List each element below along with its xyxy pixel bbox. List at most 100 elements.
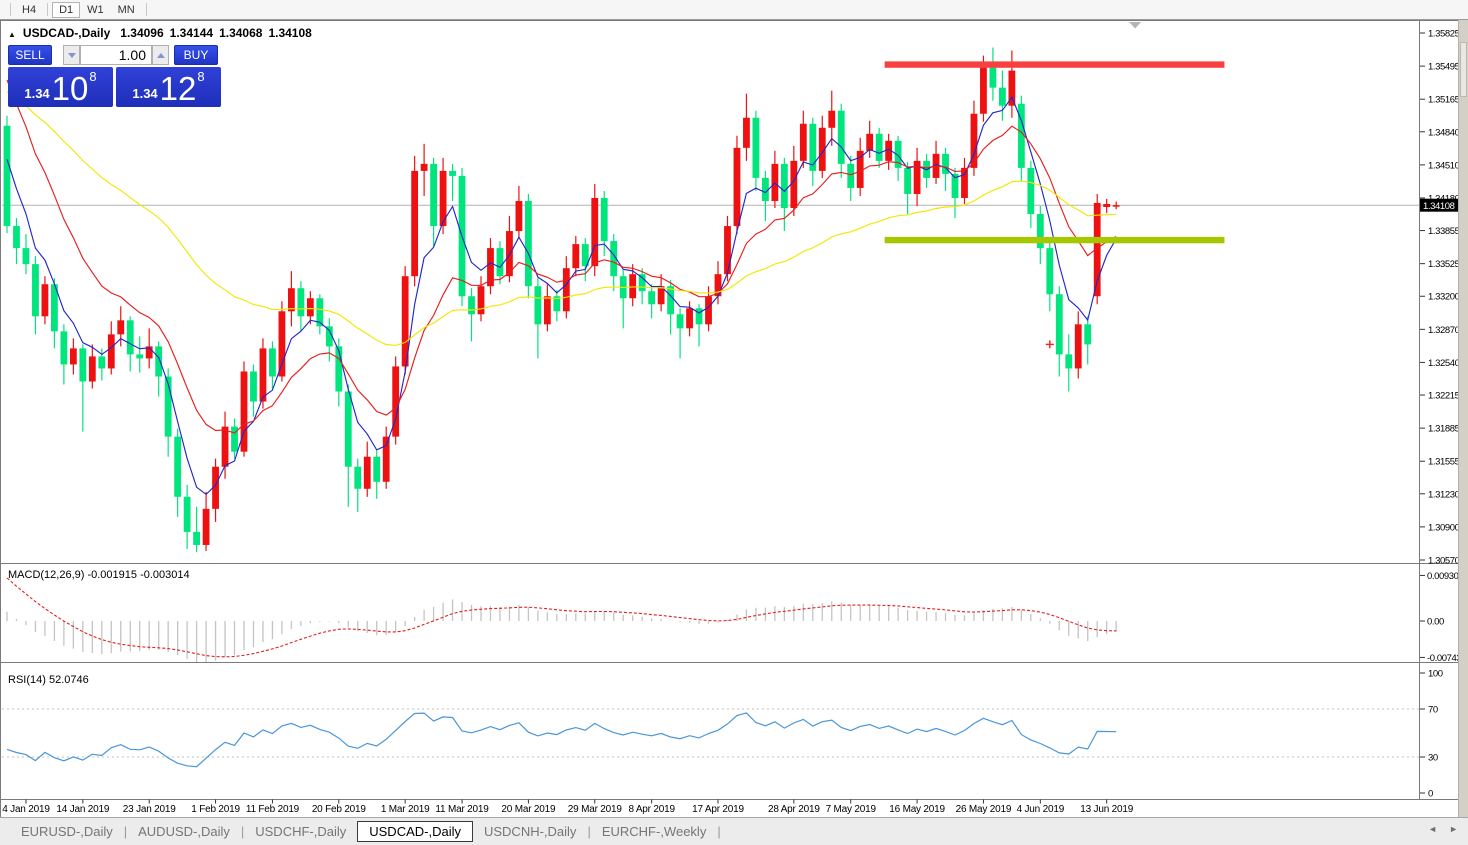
macd-tick-label: 0.009301 bbox=[1427, 571, 1464, 582]
candle-body bbox=[676, 314, 684, 329]
candle-body bbox=[145, 346, 153, 359]
symbol-name: USDCAD-,Daily bbox=[22, 26, 111, 40]
candle-body bbox=[610, 241, 618, 277]
chart-tab-usdcnh-daily[interactable]: USDCNH-,Daily bbox=[483, 824, 577, 839]
candle-body bbox=[430, 163, 437, 227]
date-tick-label: 29 Mar 2019 bbox=[568, 804, 623, 815]
price-axis[interactable]: 1.35825 1.35495 1.35165 1.34840 1.34510 1.341… bbox=[1420, 29, 1467, 800]
candle-body bbox=[1112, 205, 1120, 207]
tab-scroll-left-icon[interactable]: ◄ bbox=[1428, 824, 1438, 834]
main-price-panel[interactable] bbox=[2, 47, 1419, 552]
candle-body bbox=[648, 291, 656, 305]
date-tick-label: 20 Feb 2019 bbox=[312, 804, 367, 815]
candle-body bbox=[1008, 70, 1016, 106]
candle-body bbox=[155, 346, 163, 377]
volume-decrease-button[interactable] bbox=[63, 45, 80, 65]
macd-histogram bbox=[6, 599, 1117, 662]
price-tick-label: 1.33200 bbox=[1428, 292, 1460, 303]
candle-body bbox=[107, 334, 115, 369]
buy-price-base: 1.34 bbox=[132, 86, 158, 101]
candle-body bbox=[439, 170, 447, 227]
candle-body bbox=[780, 163, 788, 208]
candle-body bbox=[525, 200, 532, 287]
candle-body bbox=[51, 284, 58, 332]
candle-body bbox=[259, 348, 267, 402]
buy-price-pips: 12 bbox=[159, 70, 197, 107]
chart-tab-audusd-daily[interactable]: AUDUSD-,Daily bbox=[138, 824, 230, 839]
date-tick-label: 28 Apr 2019 bbox=[768, 804, 820, 815]
chart-tab-eurchf-weekly[interactable]: EURCHF-,Weekly bbox=[601, 824, 707, 839]
date-tick-label: 14 Jan 2019 bbox=[56, 804, 109, 815]
candle-body bbox=[695, 308, 703, 325]
time-axis[interactable]: 4 Jan 2019 14 Jan 2019 23 Jan 2019 1 Feb 20… bbox=[2, 799, 1134, 816]
candle-body bbox=[449, 170, 456, 176]
candle-body bbox=[885, 140, 893, 161]
chart-tab-eurusd-daily[interactable]: EURUSD-,Daily bbox=[21, 824, 113, 839]
date-tick-label: 26 May 2019 bbox=[956, 804, 1012, 815]
candle-body bbox=[468, 296, 475, 315]
candle-body bbox=[231, 426, 238, 452]
resistance-line[interactable] bbox=[884, 61, 1225, 68]
timeframe-button-h4[interactable]: H4 bbox=[15, 2, 43, 18]
volume-input[interactable]: 1.00 bbox=[80, 45, 152, 65]
candle-body bbox=[288, 288, 295, 312]
timeframe-button-mn[interactable]: MN bbox=[111, 2, 142, 18]
sell-price-display[interactable]: 1.34 10 8 bbox=[8, 67, 113, 107]
candle-body bbox=[221, 426, 229, 467]
candle-body bbox=[1074, 324, 1082, 369]
chart-tab-usdchf-daily[interactable]: USDCHF-,Daily bbox=[255, 824, 347, 839]
candle-body bbox=[894, 140, 902, 168]
chart-tab-usdcad-daily[interactable]: USDCAD-,Daily bbox=[357, 821, 473, 842]
tab-scroll-right-icon[interactable]: ► bbox=[1449, 824, 1458, 834]
rsi-panel[interactable] bbox=[2, 708, 1419, 768]
candle-body bbox=[344, 391, 352, 467]
buy-signal-marker bbox=[1045, 340, 1054, 349]
support-line[interactable] bbox=[884, 236, 1225, 244]
current-price-tag: 1.34108 bbox=[1420, 198, 1458, 212]
candle-body bbox=[335, 346, 343, 392]
current-price-value: 1.34108 bbox=[1423, 201, 1455, 212]
candle-body bbox=[126, 320, 134, 355]
price-tick-label: 1.35165 bbox=[1428, 95, 1460, 106]
candle-body bbox=[212, 466, 219, 509]
candle-body bbox=[1055, 294, 1063, 355]
candle-body bbox=[382, 436, 390, 482]
candlesticks bbox=[3, 47, 1120, 552]
macd-panel[interactable] bbox=[6, 577, 1117, 663]
candle-body bbox=[411, 170, 419, 277]
toolbar-grip bbox=[10, 3, 11, 16]
candle-body bbox=[297, 288, 305, 317]
chevron-down-icon bbox=[67, 52, 76, 58]
price-tick-label: 1.32870 bbox=[1428, 325, 1460, 336]
chart-shift-icon[interactable] bbox=[1129, 22, 1142, 29]
candle-body bbox=[316, 298, 324, 327]
date-tick-label: 7 May 2019 bbox=[826, 804, 877, 815]
date-tick-label: 8 Apr 2019 bbox=[628, 804, 675, 815]
chart-frame bbox=[0, 20, 1458, 817]
sell-button[interactable]: SELL bbox=[8, 45, 52, 65]
volume-increase-button[interactable] bbox=[152, 45, 169, 65]
timeframe-button-w1[interactable]: W1 bbox=[80, 2, 111, 18]
price-tick-label: 1.34510 bbox=[1428, 160, 1460, 171]
candle-body bbox=[543, 296, 551, 325]
buy-button[interactable]: BUY bbox=[174, 45, 218, 65]
tab-separator: | bbox=[587, 824, 591, 839]
candle-body bbox=[1036, 214, 1044, 249]
price-tick-label: 1.35825 bbox=[1428, 29, 1460, 40]
candle-body bbox=[420, 163, 428, 171]
candle-body bbox=[705, 296, 712, 325]
candle-body bbox=[325, 326, 333, 347]
buy-price-display[interactable]: 1.34 12 8 bbox=[116, 67, 221, 107]
candle-body bbox=[657, 286, 665, 305]
window-scroll-strip[interactable] bbox=[1458, 20, 1468, 817]
price-tick-label: 1.34840 bbox=[1428, 127, 1460, 138]
candle-body bbox=[904, 167, 911, 194]
collapse-icon[interactable]: ▲ bbox=[8, 30, 16, 39]
date-tick-label: 13 Jun 2019 bbox=[1080, 804, 1133, 815]
macd-tick-label: 0.00 bbox=[1427, 617, 1444, 628]
candle-body bbox=[847, 163, 855, 188]
timeframe-button-d1[interactable]: D1 bbox=[52, 1, 81, 18]
scrollbar-thumb[interactable] bbox=[1460, 42, 1467, 97]
candle-body bbox=[743, 117, 750, 148]
